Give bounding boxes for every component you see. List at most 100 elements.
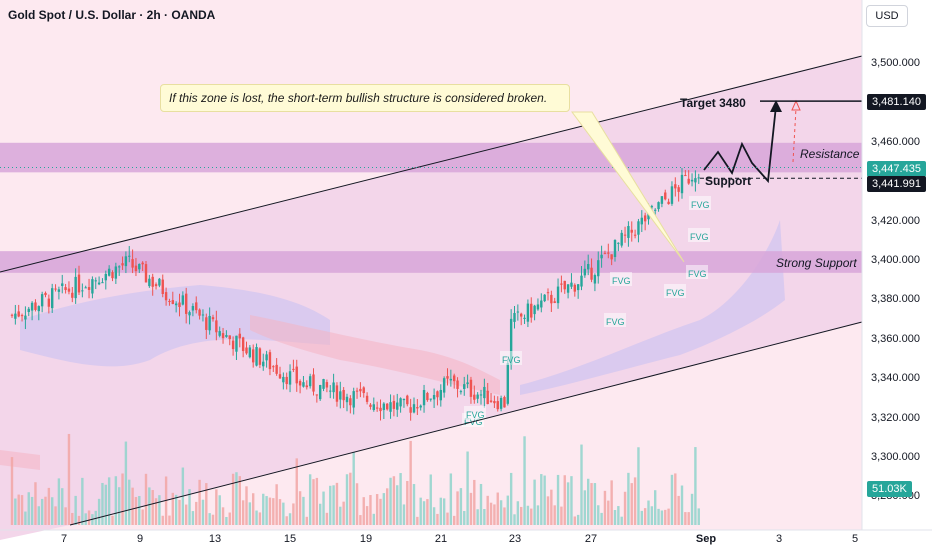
fvg-label: FVG (502, 355, 521, 365)
volume-bar (533, 479, 536, 525)
candle-body (171, 300, 174, 304)
volume-bar (355, 483, 359, 525)
candle-body (255, 347, 258, 366)
candle-body (466, 382, 469, 385)
candle-body (94, 280, 97, 282)
candle-body (228, 335, 231, 340)
candle-body (483, 386, 486, 399)
candle-body (44, 292, 47, 296)
volume-bar (51, 497, 54, 525)
volume-bar (121, 473, 124, 525)
volume-tag: 51.03K (867, 481, 912, 497)
candle-body (138, 263, 141, 270)
candle-body (593, 275, 597, 284)
candle-body (530, 303, 533, 318)
volume-bar (540, 474, 543, 525)
candle-body (288, 371, 292, 385)
candle-body (396, 402, 399, 410)
channel-upper-line[interactable] (0, 55, 863, 273)
candle-body (151, 276, 154, 287)
candle-body (97, 282, 101, 285)
candle-body (134, 265, 138, 272)
callout-text: If this zone is lost, the short-term bul… (169, 91, 548, 105)
volume-bar (205, 483, 208, 525)
symbol-title[interactable]: Gold Spot / U.S. Dollar · 2h · OANDA (8, 8, 216, 22)
channel-lower-line[interactable] (69, 321, 863, 526)
candle-body (613, 239, 617, 258)
candle-body (81, 290, 84, 292)
candle-body (272, 366, 275, 368)
candle-body (308, 376, 312, 387)
volume-bar (422, 501, 426, 525)
candle-body (27, 308, 30, 313)
volume-bar (218, 495, 221, 525)
candle-body (503, 397, 506, 408)
volume-bar (593, 483, 597, 525)
candle-body (30, 302, 34, 311)
volume-bar (359, 515, 362, 525)
candle-body (674, 184, 677, 189)
candle-body (275, 364, 278, 374)
candle-body (386, 403, 389, 410)
volume-bar (17, 494, 20, 525)
volume-bar (446, 512, 449, 525)
candle-body (637, 221, 640, 235)
candle-body (61, 283, 64, 286)
volume-bar (57, 478, 61, 525)
volume-bar (439, 497, 442, 525)
candle-body (526, 303, 530, 322)
candle-body (422, 390, 426, 406)
volume-bar (560, 506, 563, 525)
candle-body (479, 394, 483, 396)
candle-body (556, 286, 560, 304)
candle-body (643, 215, 647, 222)
candle-body (77, 274, 81, 293)
volume-bar (37, 506, 40, 525)
volume-bar (600, 512, 603, 525)
volume-bar (272, 498, 275, 525)
volume-bar (660, 510, 664, 525)
time-tick-label: 13 (208, 533, 222, 545)
candle-body (14, 313, 17, 319)
currency-button[interactable]: USD (866, 5, 908, 27)
candle-body (302, 382, 305, 387)
volume-bar (325, 512, 329, 525)
candle-body (607, 252, 610, 254)
volume-bar (168, 515, 171, 525)
candle-body (432, 395, 436, 400)
support-price-tag: 3,441.991 (867, 176, 926, 192)
volume-bar (526, 505, 530, 525)
candle-body (630, 229, 633, 233)
volume-bar (44, 496, 47, 525)
candle-body (349, 398, 352, 406)
candle-body (282, 376, 285, 383)
fvg-box (464, 406, 486, 420)
candle-body (402, 398, 406, 401)
callout-pointer (571, 111, 685, 263)
volume-bar (550, 489, 553, 525)
volume-bar (30, 496, 34, 525)
zone-resistance (0, 142, 862, 173)
candle-body (667, 201, 670, 205)
candle-body (131, 259, 134, 268)
time-tick-label: 23 (508, 533, 522, 545)
volume-bar (342, 501, 345, 525)
volume-bar (128, 479, 131, 525)
volume-bar (610, 480, 613, 525)
candle-body (74, 276, 77, 299)
volume-bar (375, 494, 379, 525)
price-tick-label: 3,400.000 (871, 254, 920, 266)
fvg-label: FVG (691, 200, 710, 210)
candle-body (650, 206, 654, 208)
callout-note[interactable]: If this zone is lost, the short-term bul… (160, 84, 570, 112)
fvg-box (688, 228, 710, 242)
volume-bar (292, 503, 295, 525)
fvg-label: FVG (466, 410, 485, 420)
volume-bar (576, 514, 580, 525)
candle-body (352, 391, 355, 408)
volume-bar (412, 484, 416, 525)
candle-body (590, 267, 593, 280)
volume-bar (349, 472, 352, 525)
candle-body (154, 284, 158, 287)
